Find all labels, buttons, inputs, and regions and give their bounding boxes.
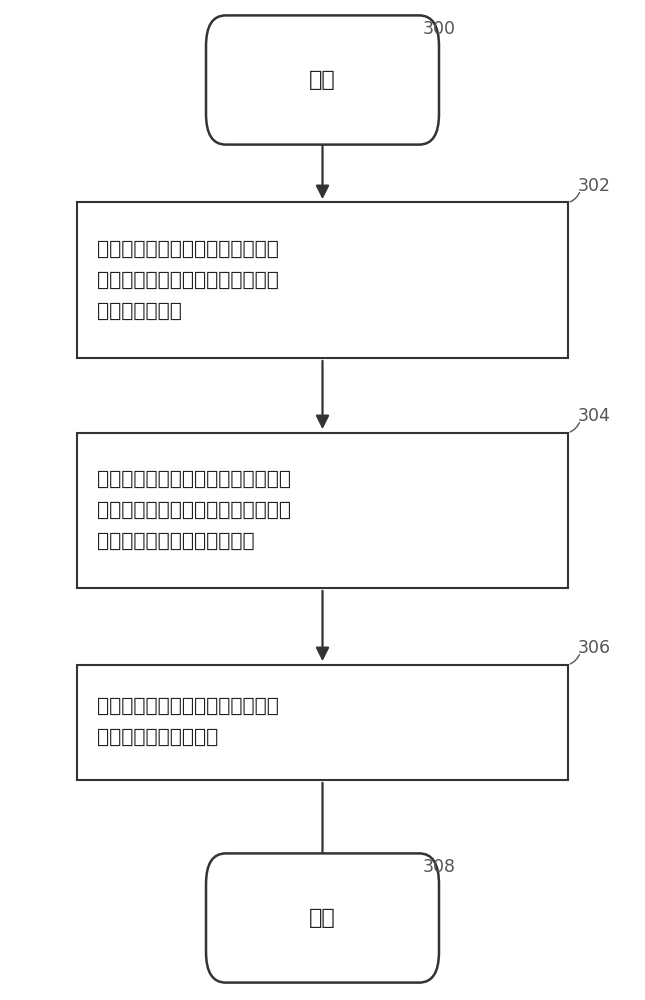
Text: 结束: 结束: [309, 908, 336, 928]
Bar: [77, 432, 568, 587]
Bar: [77, 202, 568, 358]
FancyBboxPatch shape: [206, 853, 439, 983]
Text: 控制自适应的电源分配网络具有不
同的阻抗，以及，控制驱动器具有
不同模式的电流: 控制自适应的电源分配网络具有不 同的阻抗，以及，控制驱动器具有 不同模式的电流: [97, 239, 279, 320]
Bar: [77, 664, 568, 780]
Text: 开始: 开始: [309, 70, 336, 90]
FancyBboxPatch shape: [206, 15, 439, 145]
Text: 对于自适应的电源分配网络的阻抗和
驱动器产生的电流的模式的每一种组
合，确定输出时钟的抖动电平: 对于自适应的电源分配网络的阻抗和 驱动器产生的电流的模式的每一种组 合，确定输出…: [97, 470, 291, 550]
Text: 300: 300: [422, 20, 455, 38]
Text: 根据这些组合所对应的抖动电平，
记录至少一部分的组合: 根据这些组合所对应的抖动电平， 记录至少一部分的组合: [97, 697, 279, 747]
Text: 304: 304: [577, 407, 610, 425]
Text: 308: 308: [422, 858, 455, 876]
Text: 302: 302: [577, 177, 610, 195]
Text: 306: 306: [577, 639, 610, 657]
